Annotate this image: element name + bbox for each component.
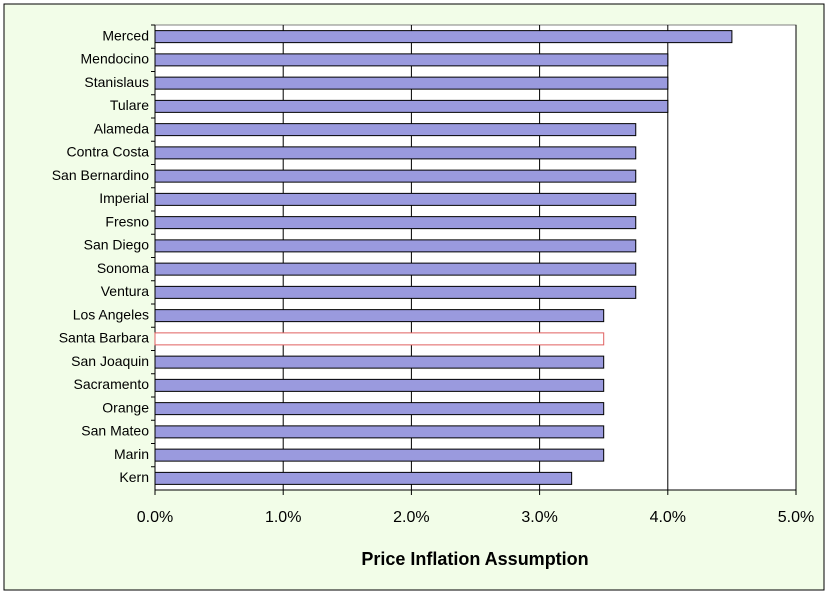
x-tick-label: 3.0%	[521, 509, 557, 526]
bar	[154, 169, 637, 183]
y-tick-label: Orange	[102, 399, 149, 415]
bar	[154, 378, 605, 392]
y-tick-label: Stanislaus	[84, 74, 149, 90]
y-tick-label: Tulare	[110, 97, 149, 113]
bar	[154, 216, 637, 230]
bar	[154, 448, 605, 462]
y-tick-label: Sonoma	[97, 260, 149, 276]
x-tick-label: 2.0%	[393, 509, 429, 526]
y-tick-label: Sacramento	[74, 376, 150, 392]
y-tick-label: Fresno	[105, 213, 149, 229]
bar	[154, 332, 605, 346]
bar	[154, 471, 573, 485]
bar	[154, 76, 669, 90]
bar	[154, 30, 733, 44]
bar	[154, 192, 637, 206]
bar	[154, 425, 605, 439]
bar	[154, 262, 637, 276]
bar	[154, 355, 605, 369]
x-tick-label: 5.0%	[778, 509, 814, 526]
bar	[154, 309, 605, 323]
y-tick-label: Ventura	[101, 283, 149, 299]
y-tick-label: San Joaquin	[71, 353, 149, 369]
x-tick-label: 0.0%	[137, 509, 173, 526]
bar	[154, 146, 637, 160]
y-tick-label: Mendocino	[81, 51, 150, 67]
y-tick-label: San Bernardino	[52, 167, 150, 183]
bar	[154, 285, 637, 299]
x-axis-title: Price Inflation Assumption	[361, 549, 588, 569]
bar	[154, 53, 669, 67]
y-tick-label: Santa Barbara	[59, 330, 149, 346]
plot-area	[154, 24, 797, 491]
y-tick-label: Marin	[114, 446, 149, 462]
y-tick-label: San Diego	[84, 237, 150, 253]
y-tick-label: Contra Costa	[67, 144, 150, 160]
bar	[154, 402, 605, 416]
x-tick-label: 4.0%	[650, 509, 686, 526]
y-tick-label: Kern	[119, 469, 149, 485]
bar	[154, 99, 669, 113]
y-tick-label: Alameda	[94, 120, 149, 136]
y-tick-label: Los Angeles	[73, 306, 149, 322]
y-tick-label: San Mateo	[81, 423, 149, 439]
x-tick-label: 1.0%	[265, 509, 301, 526]
bar	[154, 239, 637, 253]
y-tick-label: Imperial	[99, 190, 149, 206]
y-tick-label: Merced	[102, 27, 149, 43]
bar	[154, 123, 637, 137]
